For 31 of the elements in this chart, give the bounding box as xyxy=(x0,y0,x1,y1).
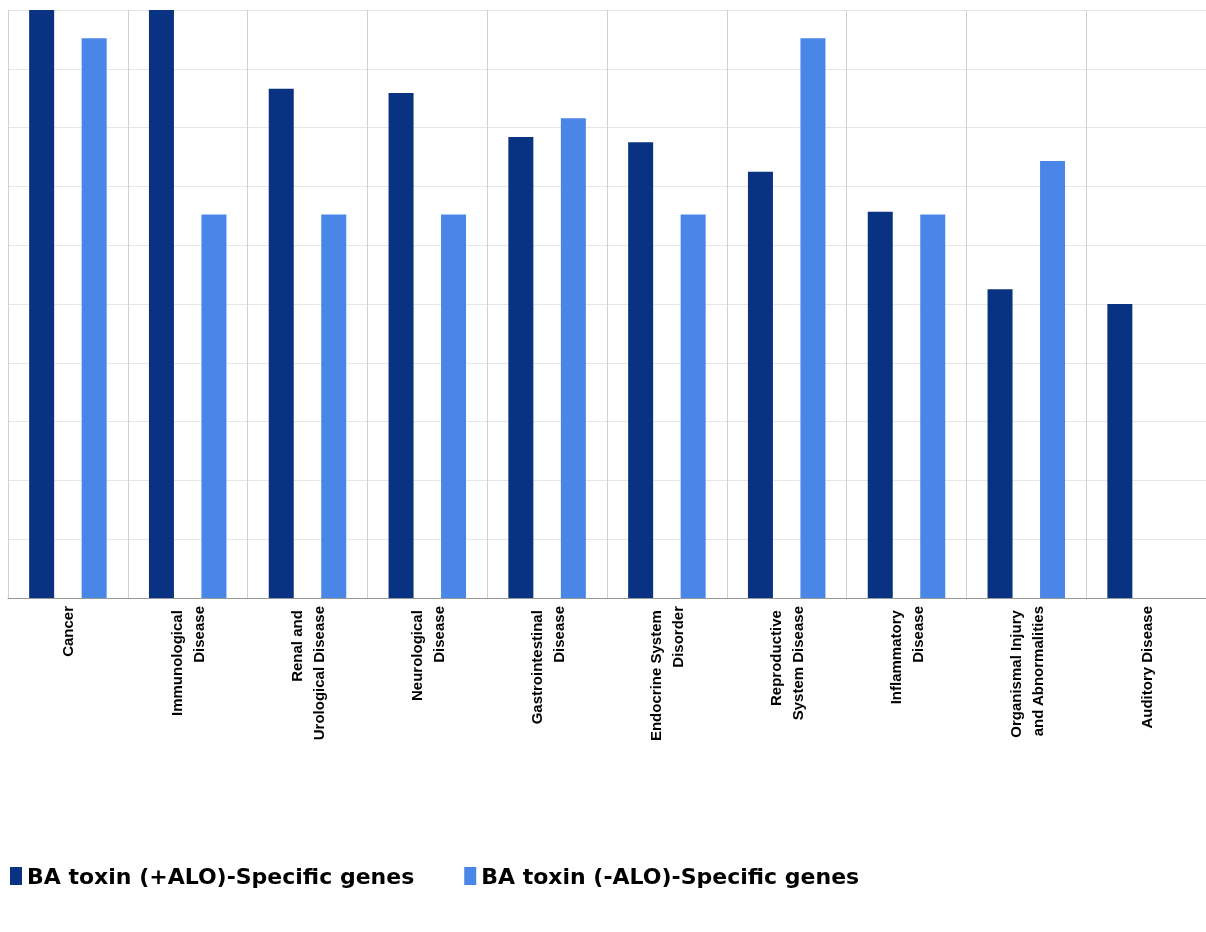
bar xyxy=(867,211,893,598)
bar xyxy=(268,88,294,598)
x-tick-label: Inflammatory Disease xyxy=(887,606,926,705)
bar xyxy=(148,10,174,598)
x-tick-label: Reproductive System Disease xyxy=(767,606,807,721)
x-tick-label: Renal and Urological Disease xyxy=(288,606,327,741)
x-tick-label: Cancer xyxy=(59,605,77,657)
bar xyxy=(29,10,55,598)
bar xyxy=(1040,161,1066,598)
bar xyxy=(321,214,347,598)
bar xyxy=(628,142,654,598)
x-tick-label: Neurological Disease xyxy=(407,606,447,702)
legend-label: BA toxin (+ALO)-Specific genes xyxy=(27,863,415,889)
bar xyxy=(81,38,107,598)
x-tick-label: Immunological Disease xyxy=(168,606,208,717)
x-tick-label: Gastrointestinal Disease xyxy=(527,606,567,725)
x-tick-label: Organismal Injury and Abnormalities xyxy=(1006,606,1046,738)
bar xyxy=(1107,304,1133,598)
x-tick-label: Endocrine System Disorder xyxy=(647,605,687,742)
bar xyxy=(201,214,227,598)
bar xyxy=(388,92,414,598)
legend-label: BA toxin (-ALO)-Specific genes xyxy=(481,863,860,889)
bar xyxy=(680,214,706,598)
bar xyxy=(800,38,826,598)
bar xyxy=(560,118,586,598)
bar xyxy=(747,171,773,598)
bar xyxy=(441,214,467,598)
bar xyxy=(920,214,946,598)
bar xyxy=(508,137,534,598)
bar xyxy=(987,289,1013,598)
x-tick-label: Auditory Disease xyxy=(1137,606,1155,729)
